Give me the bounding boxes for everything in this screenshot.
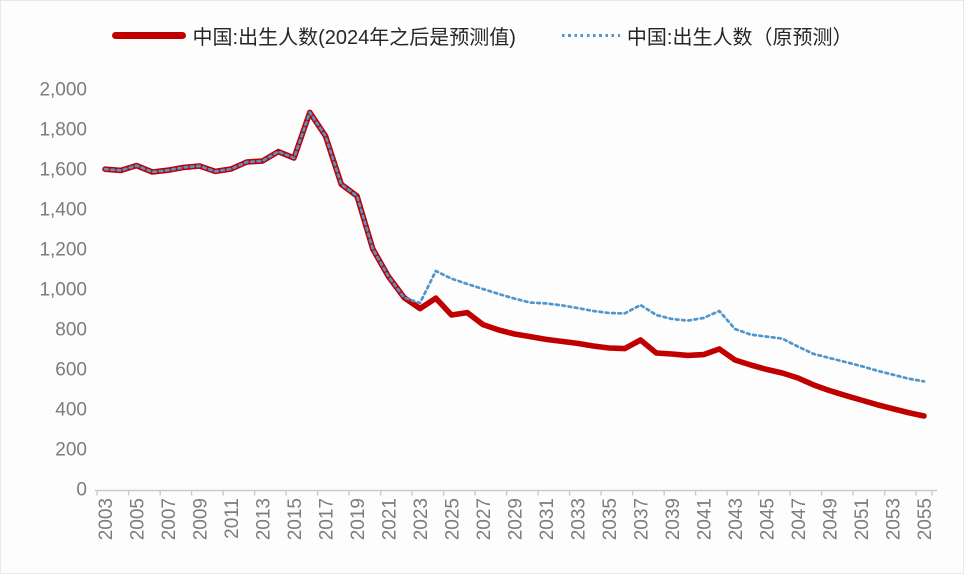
y-tick-label: 1,000 (39, 280, 87, 301)
x-tick-label: 2049 (820, 498, 841, 540)
solid-red-line-swatch-icon (111, 32, 186, 39)
x-axis-labels: 2003 2005 2007 2009 2011 2013 2015 2017 2019 2021… (96, 498, 936, 540)
x-tick-label: 2055 (915, 498, 936, 540)
legend-label-actual: 中国:出生人数(2024年之后是预测值) (192, 27, 516, 49)
y-tick-label: 1,800 (39, 120, 87, 141)
y-tick-label: 1,400 (39, 200, 87, 221)
x-tick-label: 2005 (127, 498, 148, 540)
legend-item-original-forecast[interactable]: 中国:出生人数（原预测） (561, 21, 853, 50)
x-tick-label: 2025 (442, 498, 463, 540)
x-tick-label: 2041 (694, 498, 715, 540)
y-tick-label: 600 (55, 360, 87, 381)
x-tick-label: 2045 (757, 498, 778, 540)
series-actual-line (102, 109, 927, 419)
x-tick-label: 2027 (474, 498, 495, 540)
x-tick-label: 2053 (883, 498, 904, 540)
x-tick-label: 2033 (568, 498, 589, 540)
x-tick-label: 2013 (253, 498, 274, 540)
legend: 中国:出生人数(2024年之后是预测值) 中国:出生人数（原预测） (1, 21, 963, 50)
x-tick-label: 2019 (348, 498, 369, 540)
y-tick-label: 1,600 (39, 160, 87, 181)
x-tick-label: 2037 (631, 498, 652, 540)
x-tick-label: 2047 (789, 498, 810, 540)
series-original-forecast-line (103, 111, 926, 383)
x-tick-label: 2039 (663, 498, 684, 540)
x-tick-label: 2035 (600, 498, 621, 540)
x-tick-label: 2021 (379, 498, 400, 540)
x-tick-label: 2015 (285, 498, 306, 540)
legend-label-original-forecast: 中国:出生人数（原预测） (626, 27, 853, 49)
y-tick-label: 0 (76, 480, 87, 501)
y-axis-labels: 0 200 400 600 800 1,000 1,200 1,400 1,600 1,800 2,… (39, 80, 87, 501)
x-tick-label: 2023 (411, 498, 432, 540)
dotted-blue-line-swatch-icon (561, 33, 620, 38)
x-axis (95, 489, 937, 496)
legend-item-actual[interactable]: 中国:出生人数(2024年之后是预测值) (111, 21, 516, 50)
y-tick-label: 1,200 (39, 240, 87, 261)
x-tick-label: 2011 (222, 498, 243, 539)
x-tick-label: 2051 (852, 498, 873, 540)
x-tick-label: 2007 (159, 498, 180, 540)
y-tick-label: 2,000 (39, 80, 87, 101)
x-tick-label: 2043 (726, 498, 747, 540)
x-tick-label: 2031 (537, 498, 558, 540)
y-tick-label: 400 (55, 400, 87, 421)
y-tick-label: 200 (55, 440, 87, 461)
x-tick-label: 2009 (190, 498, 211, 540)
x-tick-label: 2029 (505, 498, 526, 540)
y-tick-label: 800 (55, 320, 87, 341)
x-tick-label: 2017 (316, 498, 337, 540)
x-tick-label: 2003 (96, 498, 117, 540)
